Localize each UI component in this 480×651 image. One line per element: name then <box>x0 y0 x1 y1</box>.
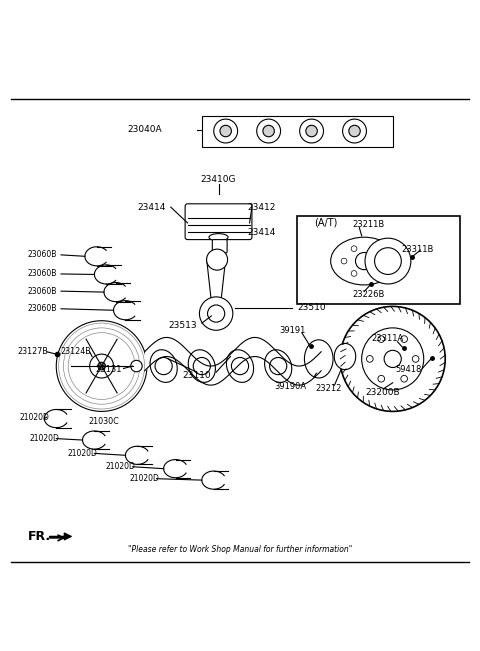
Text: 23110: 23110 <box>183 371 211 380</box>
Text: "Please refer to Work Shop Manual for further information": "Please refer to Work Shop Manual for fu… <box>128 546 352 554</box>
Circle shape <box>384 350 401 368</box>
Circle shape <box>214 119 238 143</box>
Circle shape <box>374 248 401 275</box>
Circle shape <box>349 125 360 137</box>
Circle shape <box>56 321 147 411</box>
Circle shape <box>378 336 384 342</box>
Text: 23414: 23414 <box>138 202 166 212</box>
Text: 23414: 23414 <box>247 228 276 237</box>
Ellipse shape <box>334 343 356 370</box>
Text: 21020D: 21020D <box>130 474 159 483</box>
Text: 23311B: 23311B <box>401 245 433 254</box>
Ellipse shape <box>209 234 228 241</box>
Text: 23060B: 23060B <box>27 270 57 279</box>
Text: 21020D: 21020D <box>29 434 59 443</box>
Text: 59418: 59418 <box>395 365 421 374</box>
Text: 23311A: 23311A <box>372 335 404 343</box>
Text: 23412: 23412 <box>247 202 276 212</box>
Text: 21020D: 21020D <box>20 413 50 422</box>
Circle shape <box>199 297 233 330</box>
Circle shape <box>155 357 172 375</box>
Circle shape <box>365 238 411 284</box>
Circle shape <box>300 119 324 143</box>
Circle shape <box>356 253 372 270</box>
Text: 23040A: 23040A <box>127 126 162 134</box>
Ellipse shape <box>150 350 177 382</box>
Circle shape <box>378 376 384 382</box>
Ellipse shape <box>331 237 397 285</box>
Circle shape <box>362 328 424 390</box>
Text: 23226B: 23226B <box>352 290 384 299</box>
Bar <box>202 115 393 146</box>
Text: 23124B: 23124B <box>60 347 91 356</box>
Text: 23212: 23212 <box>315 384 341 393</box>
Circle shape <box>343 119 366 143</box>
Text: 23060B: 23060B <box>27 251 57 259</box>
Circle shape <box>341 258 347 264</box>
Circle shape <box>231 357 249 375</box>
Circle shape <box>340 307 445 411</box>
Text: 23131: 23131 <box>96 365 122 374</box>
Ellipse shape <box>304 340 333 378</box>
Circle shape <box>207 305 225 322</box>
Ellipse shape <box>188 350 216 382</box>
Circle shape <box>412 355 419 362</box>
Text: 39191: 39191 <box>279 326 306 335</box>
Bar <box>297 215 459 304</box>
Circle shape <box>98 362 106 370</box>
Circle shape <box>306 125 317 137</box>
Circle shape <box>131 361 142 372</box>
Circle shape <box>351 246 357 251</box>
Circle shape <box>270 357 287 375</box>
Text: 23513: 23513 <box>168 321 197 330</box>
Circle shape <box>401 336 408 342</box>
Circle shape <box>381 258 387 264</box>
Text: (A/T): (A/T) <box>314 218 337 228</box>
Text: 21030C: 21030C <box>89 417 120 426</box>
Ellipse shape <box>264 350 292 382</box>
Circle shape <box>90 354 114 378</box>
Circle shape <box>351 271 357 276</box>
Circle shape <box>206 249 228 270</box>
Circle shape <box>263 125 275 137</box>
Circle shape <box>193 357 210 375</box>
Text: 21020D: 21020D <box>68 449 97 458</box>
Circle shape <box>220 125 231 137</box>
Polygon shape <box>206 258 226 316</box>
Text: 23211B: 23211B <box>352 220 384 229</box>
Text: 23200B: 23200B <box>366 388 400 397</box>
Text: 23127B: 23127B <box>17 347 48 356</box>
Text: 23060B: 23060B <box>27 304 57 313</box>
Circle shape <box>371 271 377 276</box>
Text: FR.: FR. <box>28 530 51 543</box>
FancyBboxPatch shape <box>185 204 252 240</box>
Text: 23410G: 23410G <box>201 176 236 184</box>
Circle shape <box>257 119 281 143</box>
Circle shape <box>401 376 408 382</box>
Text: 21020D: 21020D <box>106 462 136 471</box>
FancyBboxPatch shape <box>212 240 227 253</box>
Ellipse shape <box>227 350 253 382</box>
Circle shape <box>366 355 373 362</box>
Text: 23060B: 23060B <box>27 286 57 296</box>
Text: 23510: 23510 <box>297 303 326 312</box>
Circle shape <box>371 246 377 251</box>
Text: 39190A: 39190A <box>274 382 306 391</box>
